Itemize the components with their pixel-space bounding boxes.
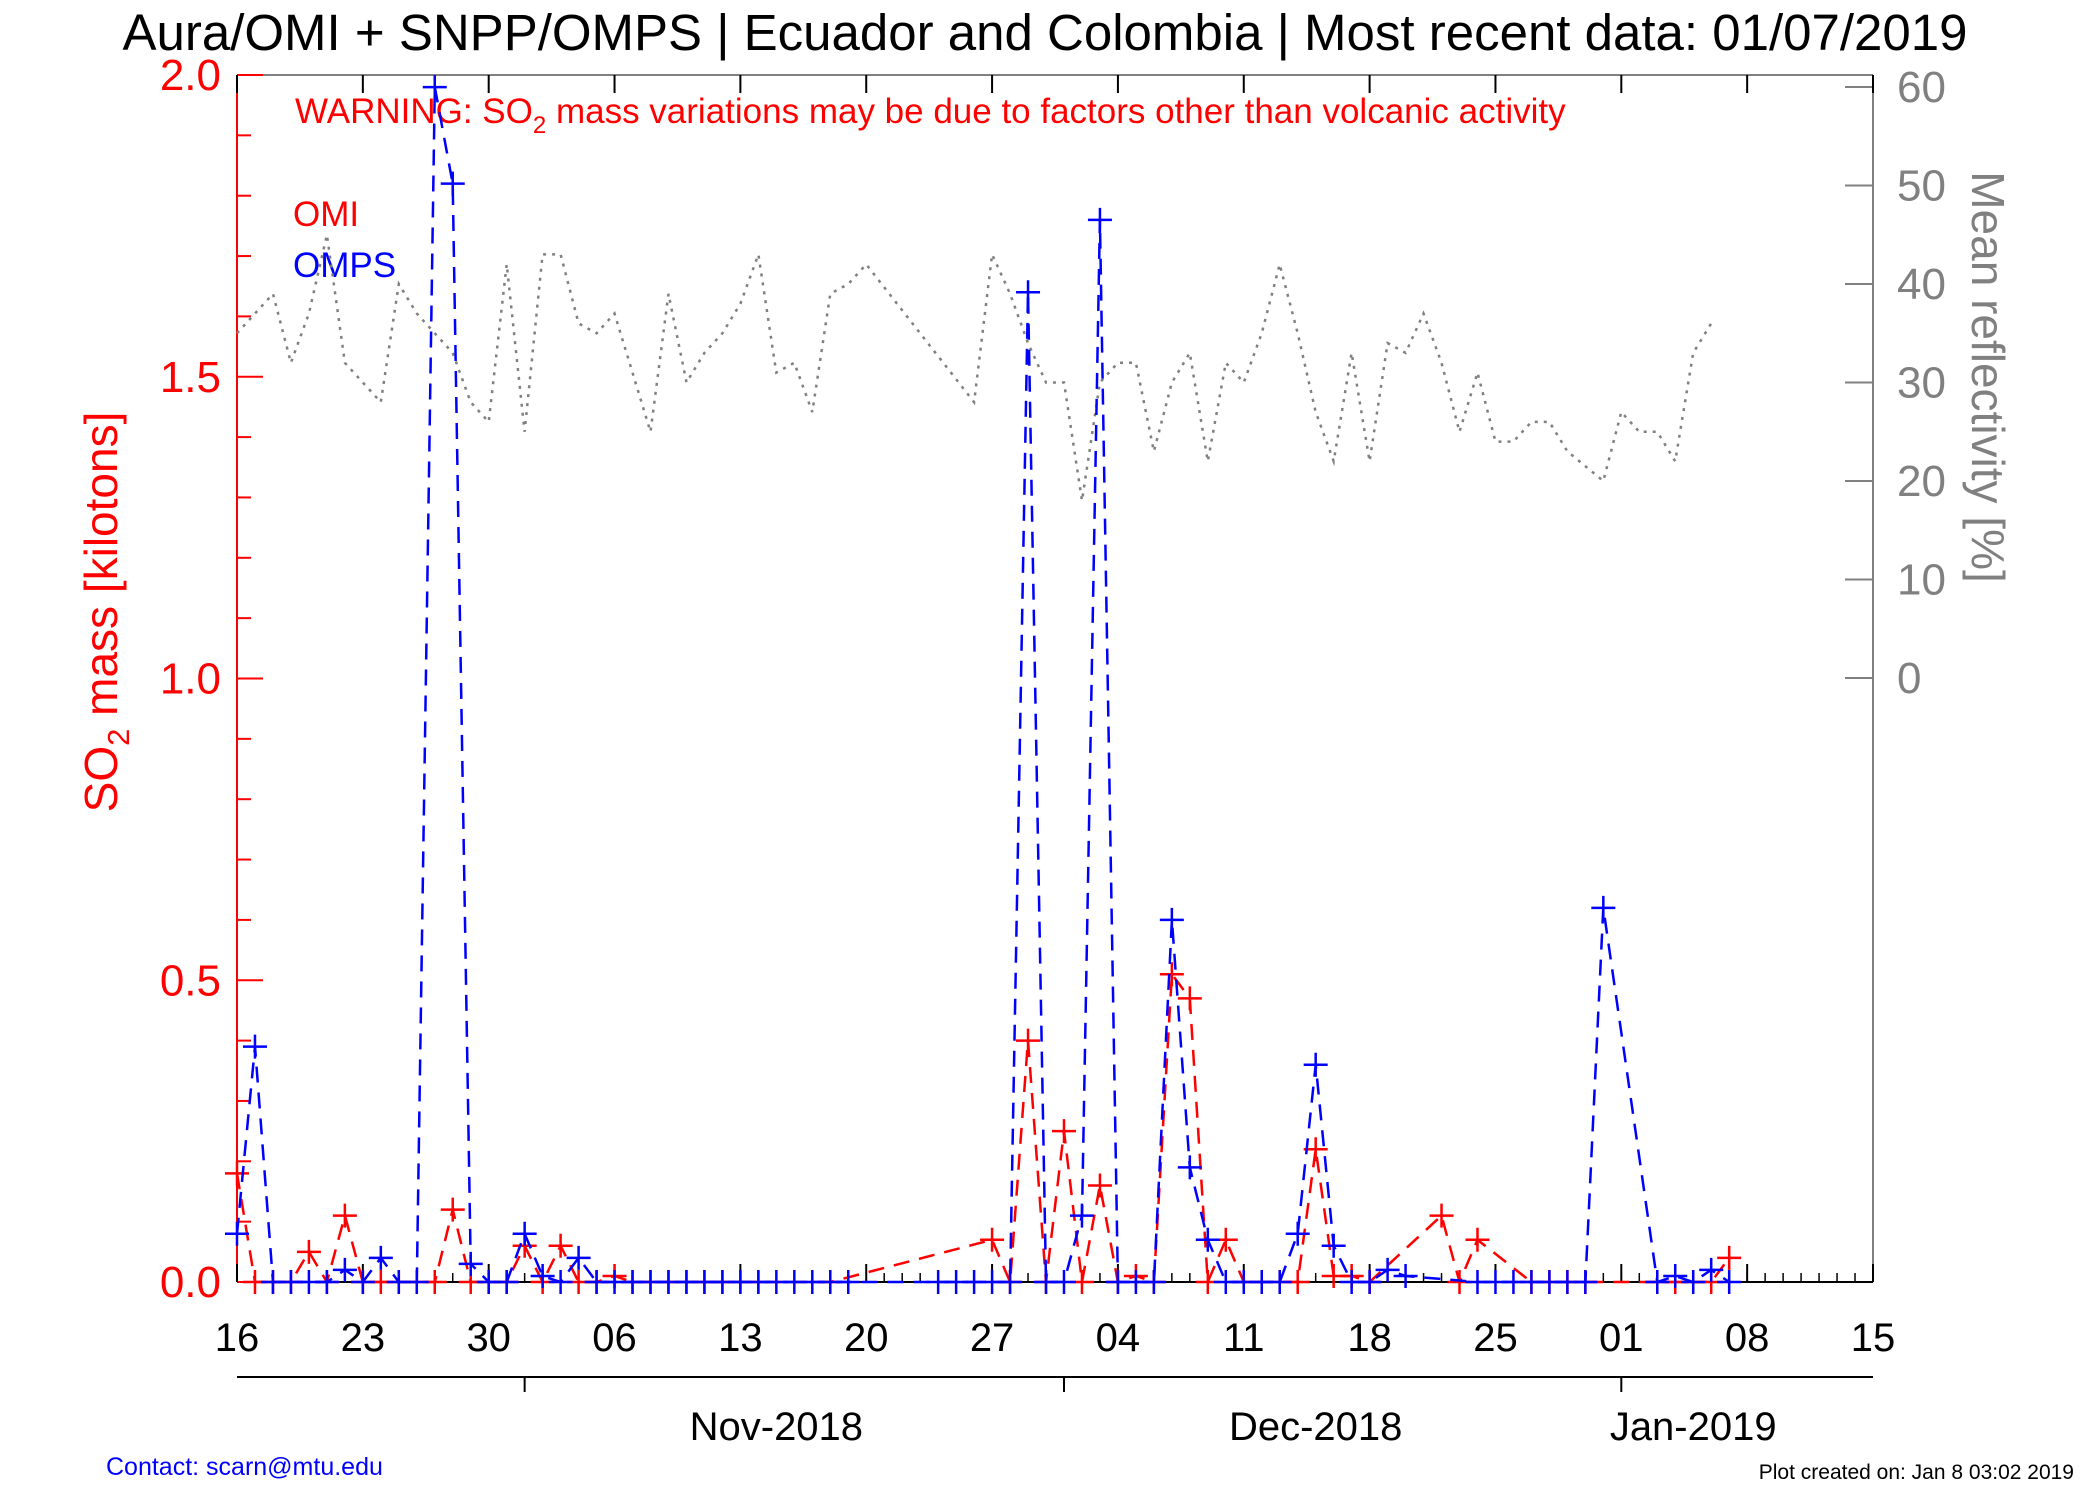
x-tick-label: 04 [1096,1316,1141,1360]
omi-point [1429,1203,1454,1228]
omi-series [225,962,1742,1294]
omps-point [1087,207,1112,232]
y-tick-label-right: 40 [1897,260,1946,309]
x-tick-label: 18 [1347,1316,1392,1360]
x-tick-label: 20 [844,1316,889,1360]
x-tick-label: 06 [592,1316,637,1360]
omi-point [225,1161,249,1186]
omps-point [1393,1263,1418,1288]
x-tick-label: 25 [1473,1316,1518,1360]
y-tick-label-left: 1.0 [160,655,221,704]
y-tick-label-left: 1.5 [160,353,221,402]
omps-point [350,1270,375,1294]
omps-point [1663,1263,1688,1288]
omps-point [242,1034,267,1059]
reflectivity-series [236,234,1713,501]
chart-title: Aura/OMI + SNPP/OMPS | Ecuador and Colom… [122,4,1967,61]
omps-point [1645,1270,1670,1294]
y-axis-label-right: Mean reflectivity [%] [1962,171,2014,583]
omps-point [1016,280,1041,305]
omps-point [1177,1155,1202,1180]
omps-point [1357,1270,1382,1294]
x-tick-label: 11 [1223,1316,1265,1360]
omps-point [314,1270,339,1294]
x-tick-label: 27 [970,1316,1015,1360]
x-tick-label: 13 [718,1316,763,1360]
omps-point [530,1263,555,1288]
omi-point [1051,1119,1076,1144]
omps-point [512,1221,537,1246]
plot-created-text: Plot created on: Jan 8 03:02 2019 [1759,1461,2074,1484]
omps-series [225,75,1742,1294]
omps-point [440,171,465,196]
omps-line [235,86,1730,1284]
omi-point [980,1227,1005,1252]
x-tick-label: 15 [1851,1316,1896,1360]
omps-point [998,1270,1023,1294]
omps-point [404,1270,429,1294]
y-tick-label-right: 0 [1897,654,1921,703]
y-tick-label-right: 50 [1897,162,1946,211]
y-axis-label-left: SO2 mass [kilotons] [75,412,136,813]
omps-point [548,1270,573,1294]
omps-point [458,1251,483,1276]
omi-point [1717,1245,1742,1270]
omi-point [296,1239,321,1264]
omps-point [1321,1233,1346,1258]
omps-point [1717,1270,1742,1294]
y-tick-label-left: 0.5 [160,956,221,1005]
omps-point [1681,1270,1706,1294]
reflectivity-line [236,234,1713,501]
month-label: Jan-2019 [1610,1405,1777,1449]
month-label: Dec-2018 [1229,1405,1402,1449]
legend-omps: OMPS [293,246,396,285]
omps-point [1267,1270,1292,1294]
x-tick-label: 30 [466,1316,511,1360]
omps-point [1051,1270,1076,1294]
contact-text: Contact: scarn@mtu.edu [106,1453,383,1481]
month-label: Nov-2018 [690,1405,863,1449]
omi-point [1087,1173,1112,1198]
omi-line [235,970,1731,1286]
x-tick-label: 01 [1599,1316,1644,1360]
omi-point [1016,1028,1041,1053]
x-tick-label: 08 [1725,1316,1770,1360]
omps-point [1141,1270,1166,1294]
omps-point [1699,1257,1724,1282]
omi-point [1159,962,1184,987]
y-tick-label-right: 20 [1897,457,1946,506]
omi-point [440,1197,465,1222]
omps-point [566,1245,591,1270]
omps-point [836,1270,861,1294]
omps-point [1195,1227,1220,1252]
omps-point [1573,1270,1598,1294]
omps-point [422,75,447,100]
omps-point [368,1245,393,1270]
omps-point [494,1270,519,1294]
y-tick-label-right: 60 [1897,63,1946,112]
omps-point [1591,895,1616,920]
omps-point [1069,1203,1094,1228]
omps-point [225,1221,249,1246]
omi-point [1465,1227,1490,1252]
y-tick-label-left: 0.0 [160,1258,221,1307]
omi-point [332,1203,357,1228]
omps-point [1375,1257,1400,1282]
y-tick-label-right: 30 [1897,359,1946,408]
omi-point [548,1233,573,1258]
legend-omi: OMI [293,195,359,234]
omi-point [1177,986,1202,1011]
x-tick-label: 16 [215,1316,260,1360]
omps-point [1159,907,1184,932]
x-tick-label: 23 [341,1316,386,1360]
warning-text: WARNING: SO2 mass variations may be due … [295,92,1566,139]
y-tick-label-left: 2.0 [160,51,221,100]
omps-point [1303,1052,1328,1077]
omps-point [332,1257,357,1282]
y-tick-label-right: 10 [1897,556,1946,605]
omps-point [1285,1221,1310,1246]
